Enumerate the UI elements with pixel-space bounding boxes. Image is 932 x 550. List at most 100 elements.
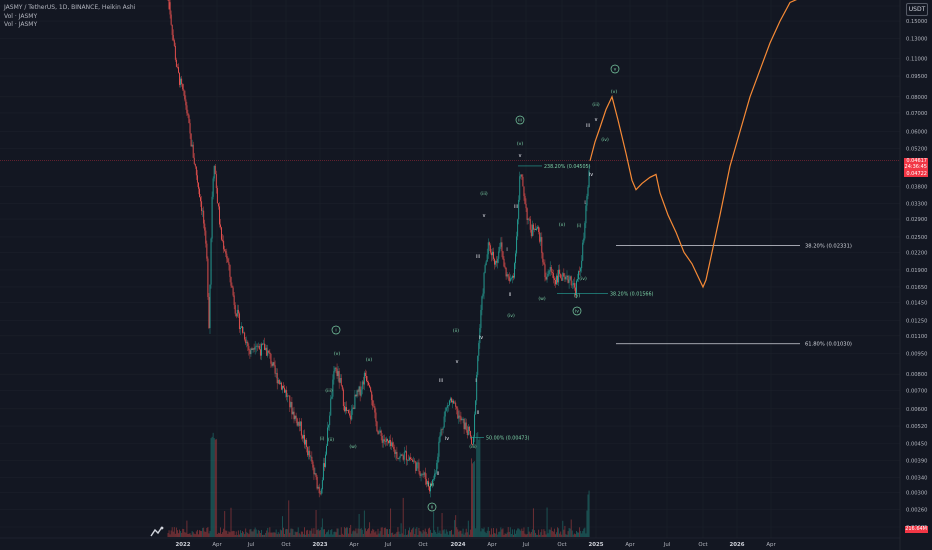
volume-bar	[516, 530, 518, 537]
price-axis-label: 0.05200	[906, 147, 927, 153]
volume-bar	[173, 527, 175, 537]
candle-body	[426, 481, 428, 485]
volume-legend-1[interactable]: Vol · JASMY	[4, 13, 38, 20]
candle-body	[305, 439, 306, 445]
candle-body	[543, 262, 545, 265]
volume-bar	[520, 530, 522, 537]
wave-label-sub: v	[519, 154, 522, 159]
candle-body	[316, 476, 318, 489]
symbol-legend[interactable]: JASMY / TetherUS, 1D, BINANCE, Heikin As…	[4, 4, 136, 11]
candle-body	[229, 264, 231, 277]
candle-body	[179, 72, 180, 85]
candle-body	[236, 309, 238, 317]
candle-body	[233, 295, 235, 306]
wave-label-minor: (x)	[366, 357, 373, 363]
candle-body	[189, 123, 191, 134]
volume-bar	[566, 534, 568, 537]
wave-label-sub: iii	[586, 123, 590, 129]
volume-bar	[359, 528, 361, 537]
volume-legend-2[interactable]: Vol · JASMY	[4, 21, 38, 28]
candle-body	[436, 462, 438, 473]
volume-bar	[181, 532, 183, 537]
candle-body	[586, 196, 588, 206]
candle-body	[406, 460, 408, 461]
price-axis-label: 0.02900	[906, 217, 927, 223]
volume-bar	[221, 533, 222, 537]
candle-body	[511, 275, 513, 279]
time-axis-label: Jul	[522, 542, 530, 548]
volume-bar	[321, 518, 323, 537]
candle-body	[297, 421, 299, 426]
wave-label-circled: ii	[431, 505, 434, 511]
candle-body	[286, 390, 288, 397]
candle-body	[185, 99, 187, 106]
candle-body	[222, 239, 224, 241]
candle-body	[431, 483, 432, 486]
candle-body	[332, 379, 334, 397]
time-axis-label: Apr	[349, 542, 359, 548]
volume-bar	[535, 532, 536, 537]
candle-body	[536, 228, 537, 230]
tradingview-logo-icon[interactable]	[150, 526, 164, 538]
wave-label-sub: i	[506, 247, 507, 253]
candle-body	[498, 251, 500, 259]
candle-body	[557, 275, 558, 283]
volume-bar	[338, 534, 340, 537]
volume-bar	[339, 534, 341, 537]
candle-body	[404, 451, 406, 453]
volume-bar	[569, 528, 571, 537]
candle-body	[487, 242, 489, 255]
candle-body	[535, 229, 536, 230]
volume-bar	[267, 527, 269, 537]
candle-body	[214, 165, 216, 175]
candle-body	[327, 427, 329, 446]
candle-body	[567, 275, 569, 283]
price-axis-label: 0.03300	[906, 201, 927, 207]
candle-body	[273, 362, 275, 366]
candle-body	[403, 452, 405, 460]
candle-body	[574, 287, 576, 296]
volume-bar	[367, 529, 368, 537]
volume-bar	[510, 533, 512, 537]
currency-button[interactable]: USDT	[906, 3, 928, 16]
volume-bar	[409, 527, 410, 537]
candle-body	[342, 389, 344, 407]
candle-body	[354, 394, 356, 409]
candle-body	[329, 415, 331, 426]
candle-body	[461, 419, 463, 421]
candle-body	[495, 260, 497, 265]
volume-bar	[254, 527, 256, 537]
candle-body	[532, 224, 534, 230]
candle-body	[505, 267, 507, 277]
candle-body	[380, 430, 382, 436]
candle-body	[545, 277, 547, 280]
volume-bar	[568, 528, 570, 537]
volume-bar	[474, 461, 476, 537]
candle-body	[182, 84, 184, 90]
last-price-value: 0.04617	[906, 158, 927, 164]
volume-bar	[469, 529, 471, 537]
volume-bar	[179, 529, 180, 537]
volume-bar	[313, 528, 315, 537]
volume-bar	[214, 439, 216, 537]
volume-bar	[230, 507, 232, 537]
candle-body	[485, 261, 487, 266]
volume-bar	[380, 527, 382, 537]
candle-body	[183, 89, 185, 91]
candle-body	[468, 426, 470, 431]
candle-body	[537, 226, 539, 229]
volume-bar	[466, 532, 468, 537]
volume-bar	[242, 531, 243, 537]
volume-bar	[514, 529, 515, 537]
candle-body	[278, 379, 280, 385]
volume-bar	[582, 531, 584, 537]
volume-bar	[570, 519, 572, 537]
volume-bar	[306, 530, 308, 537]
candle-body	[205, 230, 207, 244]
candle-body	[350, 415, 352, 420]
candle-body	[382, 439, 384, 443]
volume-bar	[229, 532, 231, 537]
candle-body	[475, 400, 477, 415]
candle-body	[345, 407, 346, 412]
